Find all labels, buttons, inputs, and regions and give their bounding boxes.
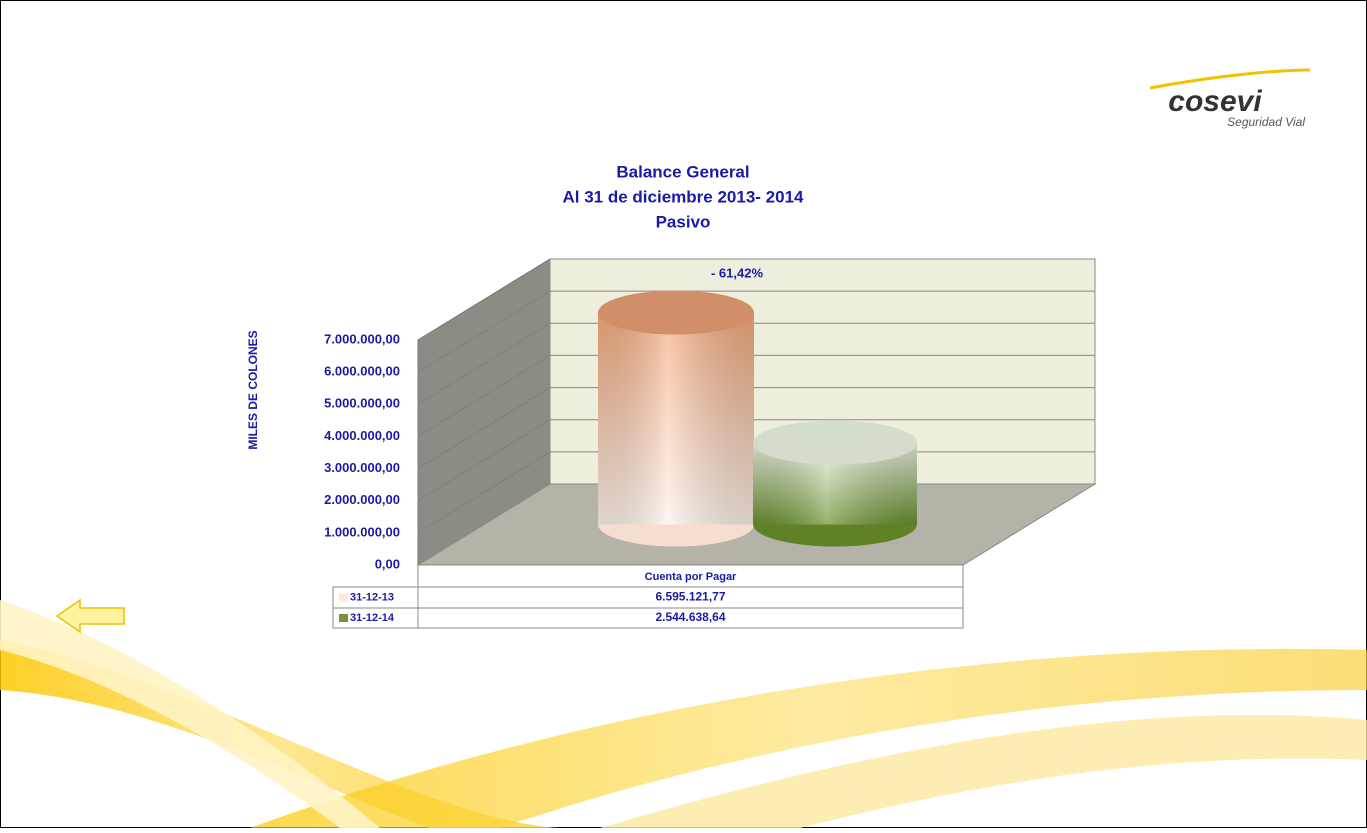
back-arrow[interactable] — [55, 598, 125, 634]
grid-line — [417, 355, 551, 437]
swoosh — [250, 648, 1367, 828]
logo-swoosh — [1149, 68, 1311, 90]
grid-line — [417, 290, 551, 373]
swoosh — [0, 600, 380, 828]
annotation: - 61,42% — [711, 265, 763, 280]
y-tick-label: 1.000.000,00 — [324, 524, 400, 539]
grid-line — [417, 387, 551, 469]
y-tick-label: 4.000.000,00 — [324, 428, 400, 443]
cylinder-top — [753, 420, 917, 465]
chart-title: Al 31 de diciembre 2013- 2014 — [563, 187, 805, 206]
swoosh — [600, 714, 1367, 828]
legend-swatch — [339, 593, 348, 602]
y-axis-label: MILES DE COLONES — [246, 330, 260, 449]
chart-title: Balance General — [616, 162, 749, 181]
category-label: Cuenta por Pagar — [645, 571, 737, 583]
value-label: 6.595.121,77 — [655, 590, 725, 604]
legend-label: 31-12-13 — [350, 591, 394, 603]
y-tick-label: 2.000.000,00 — [324, 492, 400, 507]
y-tick-label: 7.000.000,00 — [324, 331, 400, 346]
grid-line — [417, 451, 551, 534]
logo-tagline: Seguridad Vial — [1227, 115, 1305, 129]
legend-swatch — [339, 614, 348, 622]
y-tick-label: 6.000.000,00 — [324, 364, 400, 379]
logo-name: cosevi — [1168, 85, 1262, 118]
cylinder-top — [598, 290, 754, 335]
grid-line — [417, 258, 551, 341]
y-tick-label: 3.000.000,00 — [324, 460, 400, 475]
cylinder-shade — [598, 312, 754, 525]
grid-line — [417, 323, 551, 405]
value-label: 2.544.638,64 — [655, 610, 725, 624]
chart-title: Pasivo — [656, 212, 711, 231]
y-tick-label: 5.000.000,00 — [324, 396, 400, 411]
legend-label: 31-12-14 — [350, 612, 395, 624]
y-tick-label: 0,00 — [375, 556, 400, 571]
grid-line — [417, 419, 551, 501]
back-button[interactable] — [55, 598, 125, 634]
